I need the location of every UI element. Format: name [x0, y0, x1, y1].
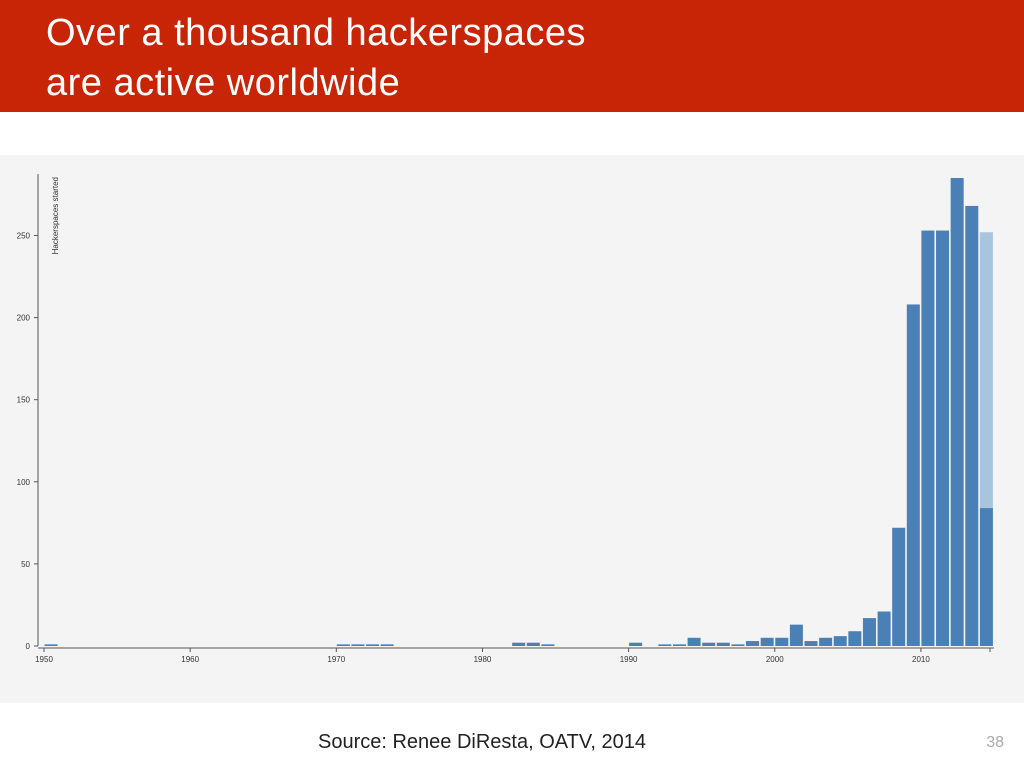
bar: [658, 644, 672, 646]
x-tick-label: 1950: [35, 655, 53, 664]
bar-partial: [979, 232, 993, 509]
bar: [965, 205, 979, 647]
x-tick-label: 1990: [620, 655, 638, 664]
bar: [862, 618, 876, 646]
bar: [760, 637, 774, 646]
bar: [950, 178, 964, 646]
bar: [380, 644, 394, 646]
bar: [921, 230, 935, 646]
bar: [877, 611, 891, 646]
page-number: 38: [986, 734, 1004, 751]
bar: [936, 230, 950, 646]
bar: [351, 644, 365, 646]
bar: [687, 637, 701, 646]
bar: [512, 642, 526, 646]
bar: [672, 644, 686, 646]
bar: [906, 304, 920, 646]
y-axis-label: Hackerspaces started: [51, 177, 60, 254]
x-tick-label: 1980: [474, 655, 492, 664]
bar: [44, 644, 58, 646]
bar: [731, 644, 745, 646]
x-tick-label: 2010: [912, 655, 930, 664]
y-tick-label: 200: [17, 314, 31, 323]
source-caption: Source: Renee DiResta, OATV, 2014: [318, 731, 646, 753]
slide-title-line-2: are active worldwide: [46, 62, 401, 104]
bar: [366, 644, 380, 646]
bar: [819, 637, 833, 646]
slide-header: Over a thousand hackerspaces are active …: [0, 0, 1024, 112]
y-tick-label: 150: [17, 396, 31, 405]
chart-panel: 0 50 100 150 200 250 1950 1960 1970 1980 1990 2000 2…: [0, 155, 1024, 703]
bar: [702, 642, 716, 646]
bar-chart: 0 50 100 150 200 250 1950 1960 1970 1980 1990 2000 2…: [17, 174, 994, 664]
bar: [804, 641, 818, 646]
bar: [541, 644, 555, 646]
bar: [892, 527, 906, 646]
bar: [775, 637, 789, 646]
bar: [979, 508, 993, 646]
x-tick-label: 1960: [181, 655, 199, 664]
bar: [526, 642, 540, 646]
y-tick-label: 50: [21, 560, 30, 569]
x-tick-label: 1970: [327, 655, 345, 664]
bar: [746, 641, 760, 646]
y-tick-label: 100: [17, 478, 31, 487]
bar: [833, 636, 847, 646]
bar: [716, 642, 730, 646]
bar: [629, 642, 643, 646]
y-tick-label: 0: [26, 642, 31, 651]
y-tick-label: 250: [17, 231, 31, 240]
bar: [848, 631, 862, 646]
x-tick-label: 2000: [766, 655, 784, 664]
bar: [336, 644, 350, 646]
bar: [789, 624, 803, 646]
slide-title-line-1: Over a thousand hackerspaces: [46, 12, 586, 54]
